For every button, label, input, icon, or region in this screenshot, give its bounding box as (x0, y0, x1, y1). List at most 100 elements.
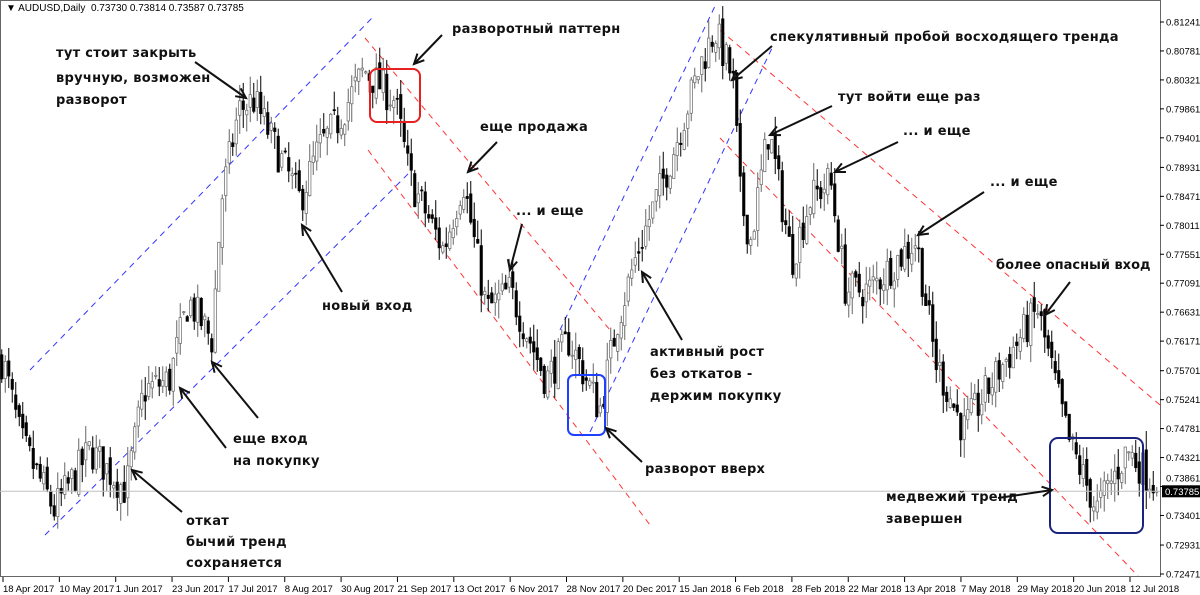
bear-candle (917, 247, 921, 250)
bull-candle (990, 387, 994, 396)
bear-candle (469, 193, 473, 223)
arrow-head (412, 53, 425, 66)
x-tick-label: 23 Jun 2017 (172, 584, 224, 595)
bear-candle (1078, 455, 1082, 475)
bear-candle (889, 257, 893, 286)
arrow-head (300, 223, 312, 237)
annotation-active-growth-2: без откатов - (650, 367, 753, 382)
bull-candle (147, 383, 151, 397)
bull-candle (1099, 490, 1103, 498)
bull-candle (497, 292, 501, 301)
bull-candle (763, 139, 767, 172)
x-tick-label: 17 Jul 2017 (228, 584, 277, 595)
price-axis: 0.81241 0.80781 0.80321 0.79861 0.79401 0.789… (1160, 18, 1200, 581)
y-tick-label: 0.74781 (1166, 424, 1200, 435)
bull-candle (3, 361, 7, 379)
bear-candle (539, 357, 543, 371)
bull-candle (770, 139, 774, 154)
bear-candle (959, 413, 963, 441)
bear-candle (861, 296, 865, 307)
arrow-shaft (731, 45, 773, 81)
arrow-shaft (194, 61, 247, 99)
bear-candle (731, 70, 735, 74)
bull-candle (875, 277, 879, 282)
annotation-arrow (640, 270, 683, 341)
bear-candle (584, 377, 588, 381)
bull-candle (164, 371, 168, 387)
bear-candle (521, 333, 525, 340)
bull-candle (126, 465, 130, 499)
bull-candle (227, 141, 231, 164)
bear-candle (745, 214, 749, 245)
bear-candle (122, 481, 126, 503)
x-tick-label: 30 Aug 2017 (341, 584, 394, 595)
bull-candle (885, 260, 889, 291)
bear-candle (301, 188, 305, 211)
bear-candle (444, 243, 448, 247)
arrow-head (130, 468, 143, 481)
annotation-arrow (194, 61, 248, 100)
bull-candle (682, 130, 686, 150)
bull-candle (717, 23, 721, 49)
x-tick-label: 12 Jul 2018 (1130, 584, 1179, 595)
bull-candle (178, 317, 182, 344)
bull-candle (826, 167, 830, 196)
bull-candle (1120, 472, 1124, 483)
bull-candle (840, 245, 844, 249)
bear-candle (773, 133, 777, 160)
bull-candle (70, 469, 74, 479)
arrow-head (640, 270, 652, 284)
bull-candle (598, 405, 602, 414)
x-tick-label: 8 Aug 2017 (285, 584, 333, 595)
bear-candle (21, 413, 25, 429)
bull-candle (175, 337, 179, 354)
bear-candle (378, 62, 382, 90)
bull-candle (794, 263, 798, 279)
bull-candle (329, 113, 333, 135)
bull-candle (910, 252, 914, 265)
bull-candle (570, 354, 574, 357)
y-tick-label: 0.77091 (1166, 279, 1200, 290)
bear-candle (59, 488, 63, 494)
bear-candle (206, 320, 210, 334)
bull-candle (346, 102, 350, 122)
bear-candle (437, 227, 441, 249)
bull-candle (255, 91, 259, 108)
bear-candle (703, 61, 707, 69)
bear-candle (1116, 466, 1120, 480)
bull-candle (525, 338, 529, 342)
bull-candle (507, 276, 511, 288)
bear-candle (854, 271, 858, 278)
bull-candle (808, 207, 812, 215)
bear-candle (843, 244, 847, 304)
bear-candle (1053, 361, 1057, 374)
bear-candle (955, 404, 959, 413)
bear-candle (1144, 449, 1148, 491)
bear-candle (542, 365, 546, 394)
bull-candle (182, 311, 186, 314)
bear-candle (28, 437, 32, 447)
bear-candle (73, 470, 77, 492)
bear-candle (661, 168, 665, 179)
bull-candle (1018, 337, 1022, 352)
bear-candle (637, 251, 641, 254)
collapse-triangle-icon[interactable]: ▼ (6, 3, 16, 14)
bull-candle (966, 409, 970, 421)
bear-candle (434, 217, 438, 230)
x-tick-label: 18 Apr 2017 (3, 584, 54, 595)
bull-candle (1106, 480, 1110, 485)
bull-candle (668, 175, 672, 189)
bull-candle (462, 197, 466, 210)
bull-candle (672, 154, 676, 179)
bull-candle (171, 357, 175, 392)
bull-candle (416, 193, 420, 204)
annotation-and-more-3: ... и еще (990, 175, 1058, 190)
annotation-arrow (130, 468, 183, 513)
bull-candle (448, 231, 452, 249)
bear-candle (406, 145, 410, 154)
annotation-arrow (1043, 281, 1071, 317)
bull-candle (556, 341, 560, 389)
bear-candle (409, 153, 413, 171)
bull-candle (948, 398, 952, 408)
bull-candle (451, 228, 455, 239)
